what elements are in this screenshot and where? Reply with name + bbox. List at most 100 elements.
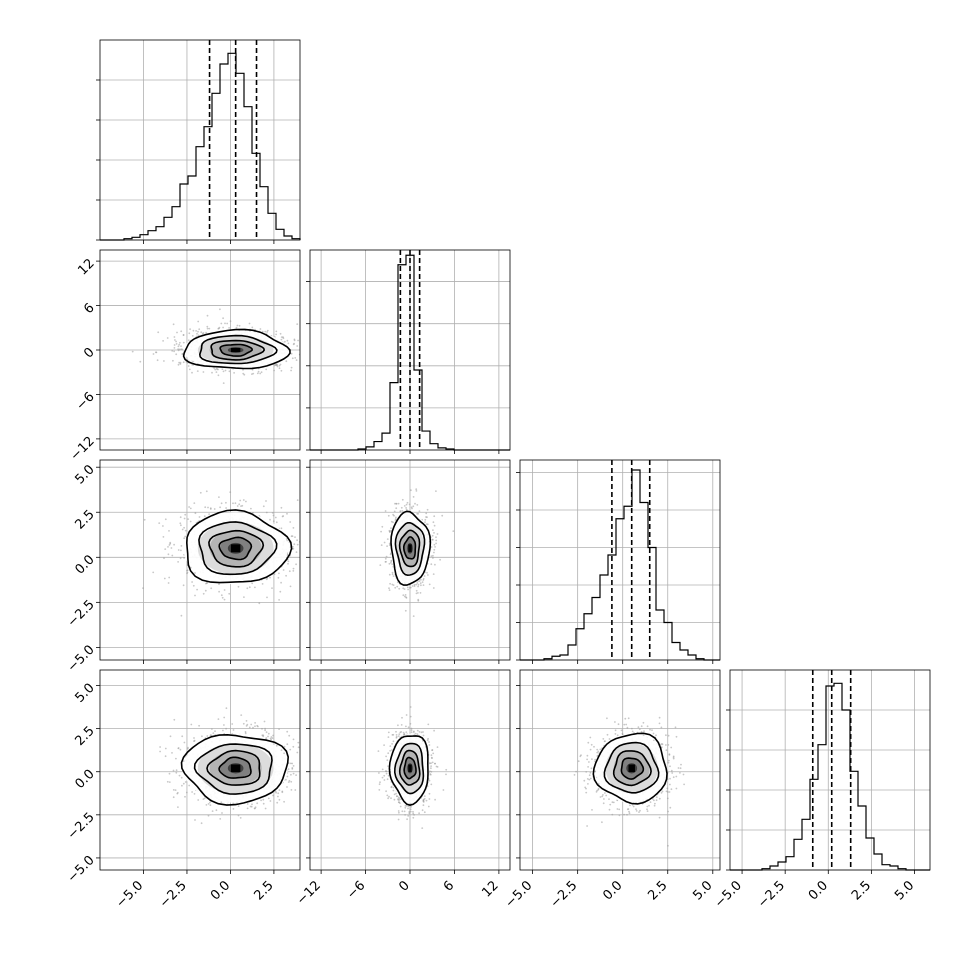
- scatter-point: [410, 729, 413, 732]
- scatter-point: [290, 352, 293, 355]
- scatter-point: [422, 584, 425, 586]
- scatter-point: [385, 555, 388, 558]
- scatter-point: [258, 602, 261, 605]
- scatter-point: [297, 746, 300, 749]
- scatter-point: [403, 810, 406, 813]
- scatter-point: [283, 800, 285, 803]
- scatter-point: [159, 746, 162, 748]
- scatter-point: [433, 524, 436, 527]
- scatter-point: [294, 536, 296, 538]
- scatter-point: [198, 724, 201, 727]
- scatter-point: [187, 518, 190, 520]
- scatter-point: [182, 584, 185, 587]
- scatter-point: [275, 791, 277, 794]
- scatter-point: [189, 520, 192, 523]
- scatter-point: [262, 505, 265, 508]
- scatter-point: [410, 489, 412, 492]
- scatter-point: [232, 729, 235, 731]
- scatter-point: [178, 774, 181, 777]
- scatter-point: [389, 582, 391, 585]
- scatter-point: [179, 363, 182, 365]
- scatter-point: [276, 801, 279, 804]
- x-tick-label: 0.0: [208, 878, 233, 903]
- panel-frame: [99, 669, 301, 871]
- y-tick-label: 5.0: [72, 681, 97, 706]
- y-tick-label: 12: [75, 256, 97, 278]
- scatter-point: [285, 574, 287, 577]
- scatter-point: [295, 563, 297, 566]
- scatter-point: [266, 331, 268, 333]
- scatter-point: [187, 746, 189, 749]
- scatter-point: [395, 734, 398, 736]
- scatter-point: [243, 596, 245, 598]
- scatter-point: [388, 589, 391, 591]
- scatter-point: [283, 745, 286, 748]
- scatter-point: [223, 598, 226, 601]
- scatter-point: [414, 502, 416, 505]
- scatter-point: [159, 750, 162, 753]
- scatter-point: [199, 491, 202, 494]
- scatter-point: [287, 342, 290, 345]
- scatter-point: [441, 514, 444, 517]
- scatter-point: [424, 518, 427, 521]
- scatter-point: [426, 508, 429, 511]
- scatter-point: [312, 539, 314, 541]
- panel-frame: [99, 459, 301, 661]
- scatter-point: [252, 372, 255, 375]
- scatter-point: [432, 538, 434, 541]
- scatter-point: [407, 815, 410, 817]
- scatter-point: [193, 737, 195, 739]
- scatter-point: [168, 772, 171, 775]
- scatter-point: [254, 722, 256, 724]
- scatter-point: [383, 541, 386, 544]
- scatter-point: [431, 534, 434, 537]
- scatter-point: [207, 506, 209, 509]
- scatter-point: [173, 350, 176, 353]
- scatter-point: [316, 540, 318, 542]
- scatter-point: [206, 327, 209, 330]
- scatter-point: [432, 529, 434, 531]
- scatter-point: [397, 818, 400, 821]
- scatter-point: [426, 516, 428, 519]
- scatter-point: [178, 343, 181, 346]
- scatter-point: [192, 329, 195, 332]
- scatter-point: [169, 735, 172, 738]
- scatter-point: [286, 512, 288, 515]
- scatter-point: [182, 334, 185, 336]
- scatter-point: [292, 772, 295, 775]
- scatter-point: [188, 506, 191, 508]
- scatter-point: [207, 814, 210, 817]
- scatter-point: [290, 773, 292, 776]
- scatter-point: [388, 529, 391, 532]
- scatter-point: [260, 799, 262, 802]
- scatter-point: [198, 328, 201, 331]
- scatter-point: [139, 360, 142, 363]
- scatter-point: [388, 795, 390, 798]
- scatter-point: [203, 515, 206, 518]
- scatter-point: [209, 734, 212, 737]
- scatter-point: [225, 727, 228, 730]
- scatter-point: [190, 723, 193, 726]
- y-tick-label: −12: [68, 434, 98, 464]
- scatter-point: [291, 767, 294, 769]
- scatter-point: [397, 801, 400, 804]
- scatter-point: [155, 351, 157, 354]
- scatter-point: [152, 571, 155, 574]
- scatter-point: [237, 805, 240, 807]
- scatter-point: [393, 798, 396, 801]
- scatter-point: [408, 503, 411, 506]
- scatter-point: [301, 755, 303, 757]
- x-tick-label: 2.5: [849, 878, 874, 903]
- scatter-point: [409, 722, 412, 725]
- scatter-point: [214, 730, 216, 733]
- scatter-point: [172, 796, 175, 799]
- scatter-point: [401, 716, 403, 719]
- scatter-point: [182, 782, 185, 785]
- scatter-point: [399, 510, 402, 513]
- scatter-point: [206, 314, 209, 317]
- scatter-point: [278, 599, 280, 601]
- scatter-point: [177, 363, 180, 366]
- scatter-point: [273, 573, 276, 576]
- scatter-point: [237, 585, 240, 588]
- scatter-point: [434, 798, 436, 801]
